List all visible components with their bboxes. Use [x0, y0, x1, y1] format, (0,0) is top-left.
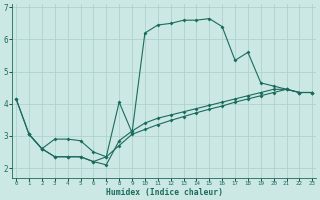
X-axis label: Humidex (Indice chaleur): Humidex (Indice chaleur)	[106, 188, 223, 197]
